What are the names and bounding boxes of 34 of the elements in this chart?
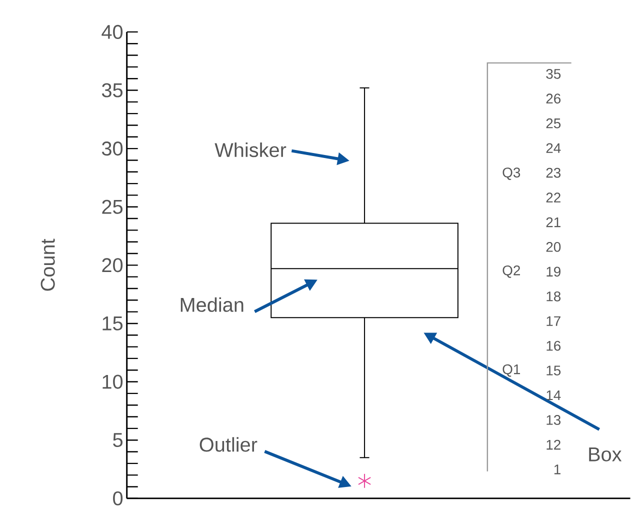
y-tick-label: 25: [102, 200, 123, 214]
y-axis-title: Count: [40, 238, 55, 291]
annotation: 18: [546, 291, 561, 302]
annotation: Outlier: [200, 436, 258, 452]
annotation: 21: [546, 217, 560, 227]
y-tick-label: 35: [102, 83, 123, 98]
annotation: 22: [546, 192, 560, 202]
annotation: 26: [546, 93, 561, 104]
annotation: Median: [180, 297, 244, 312]
y-tick-label: 10: [102, 374, 123, 389]
y-tick-label: 40: [102, 24, 123, 39]
annotation: 15: [546, 366, 561, 376]
annotation: 1: [554, 464, 560, 474]
annotation: 25: [546, 118, 561, 128]
annotation: 24: [546, 143, 561, 153]
annotation: Q2: [502, 265, 520, 278]
y-tick-label: 15: [102, 316, 123, 330]
annotation: Q1: [502, 364, 520, 377]
y-tick-label: 30: [102, 141, 123, 156]
annotation: 16: [546, 340, 561, 351]
annotation: Q3: [502, 167, 520, 180]
y-tick-label: 0: [113, 491, 123, 506]
annotation: 23: [546, 168, 561, 178]
annotation: 35: [546, 68, 561, 79]
annotation: 19: [546, 266, 560, 276]
y-tick-label: 5: [113, 432, 123, 447]
annotation: 14: [546, 390, 561, 400]
annotation: 17: [546, 316, 560, 326]
annotation: 13: [546, 414, 561, 425]
annotation: 20: [546, 242, 561, 252]
annotation: Whisker: [214, 142, 286, 157]
y-tick-label: 20: [102, 258, 123, 272]
annotation: Box: [589, 447, 622, 462]
annotation: 12: [546, 440, 560, 450]
